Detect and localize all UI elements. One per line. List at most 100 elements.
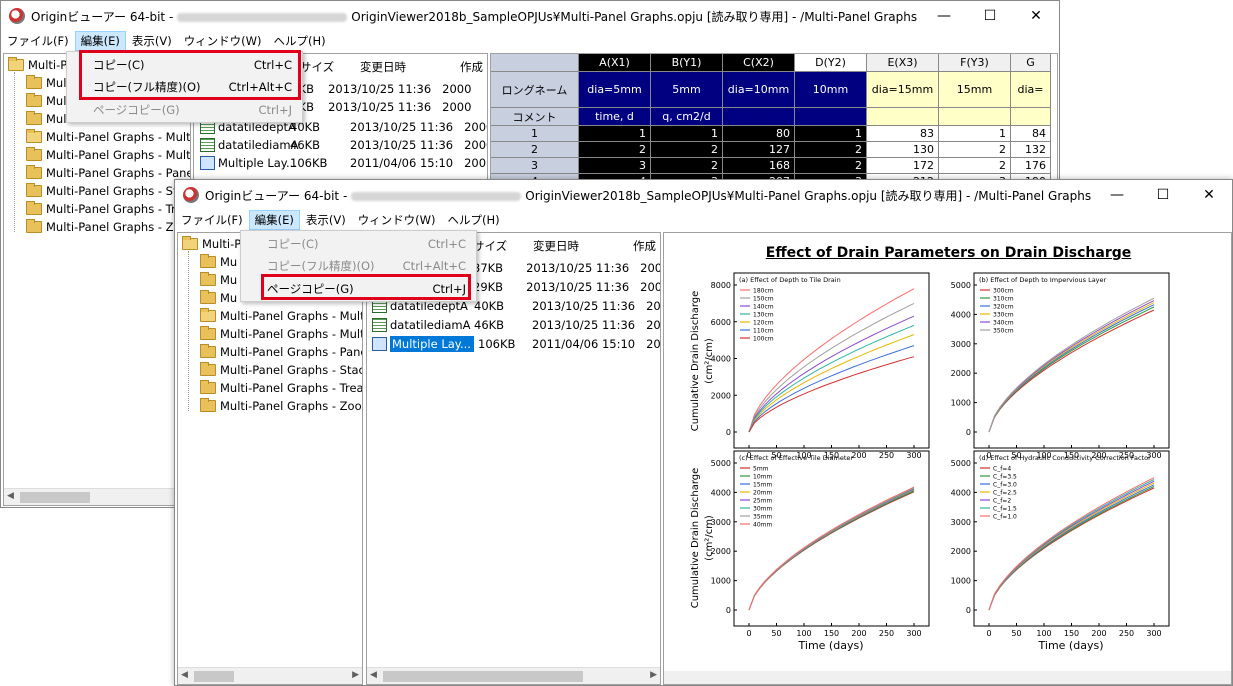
table-cell[interactable]: 168 — [723, 158, 795, 174]
cell-comment[interactable] — [723, 108, 795, 126]
tree-root[interactable]: Multi-P — [8, 56, 67, 74]
row-number[interactable]: 3 — [491, 158, 579, 174]
menu-file[interactable]: ファイル(F) — [181, 213, 243, 227]
table-cell[interactable]: 127 — [723, 142, 795, 158]
row-number[interactable]: 2 — [491, 142, 579, 158]
menu-edit[interactable]: 編集(E) — [248, 210, 300, 230]
tree-item[interactable]: Multi-Panel Graphs - Tre — [26, 200, 183, 218]
cell-longname[interactable]: 5mm — [651, 72, 723, 108]
cell-longname[interactable]: dia= — [1011, 72, 1051, 108]
scroll-right-icon[interactable]: ▶ — [352, 670, 359, 680]
cell-longname[interactable]: 10mm — [795, 72, 867, 108]
table-cell[interactable]: 2 — [651, 142, 723, 158]
tree-item[interactable]: Mu — [200, 271, 237, 289]
table-cell[interactable]: 132 — [1011, 142, 1051, 158]
table-cell[interactable]: 176 — [1011, 158, 1051, 174]
tree-item[interactable]: Multi-Panel Graphs - Zoo — [26, 218, 188, 236]
table-cell[interactable]: 2 — [939, 142, 1011, 158]
menu-item-copy-full[interactable]: コピー(フル精度)(O) Ctrl+Alt+C — [93, 80, 292, 94]
tree-item[interactable]: Mu — [200, 253, 237, 271]
tree-item[interactable]: Mul — [26, 110, 66, 128]
tree-item[interactable]: Multi-Panel Graphs - Panel — [200, 343, 362, 361]
table-cell[interactable]: 2 — [795, 142, 867, 158]
table-cell[interactable]: 2 — [651, 158, 723, 174]
minimize-icon[interactable]: — — [937, 8, 951, 24]
scroll-left-icon[interactable]: ◀ — [370, 670, 377, 680]
menu-view[interactable]: 表示(V) — [305, 213, 346, 227]
table-cell[interactable]: 1 — [795, 126, 867, 142]
menu-window[interactable]: ウィンドウ(W) — [183, 34, 262, 48]
tree-item[interactable]: Mul — [26, 74, 66, 92]
table-cell[interactable]: 1 — [579, 126, 651, 142]
table-cell[interactable]: 2 — [579, 142, 651, 158]
tree-item[interactable]: Multi-Panel Graphs - Multi — [26, 146, 190, 164]
table-cell[interactable]: 172 — [867, 158, 939, 174]
menu-help[interactable]: ヘルプ(H) — [273, 34, 326, 48]
tree-item[interactable]: Multi-Panel Graphs - Treat — [200, 379, 362, 397]
tree-item[interactable]: Multi-Panel Graphs - Multi — [200, 307, 362, 325]
table-cell[interactable]: 2 — [939, 158, 1011, 174]
maximize-icon[interactable]: ☐ — [1156, 187, 1170, 203]
table-cell[interactable]: 1 — [939, 126, 1011, 142]
maximize-icon[interactable]: ☐ — [983, 8, 997, 24]
cell-longname[interactable]: dia=5mm — [579, 72, 651, 108]
minimize-icon[interactable]: — — [1110, 187, 1124, 203]
tree-h-scrollbar[interactable]: ◀ — [4, 488, 190, 505]
col-header-date[interactable]: 変更日時 — [360, 60, 406, 74]
menu-help[interactable]: ヘルプ(H) — [447, 213, 500, 227]
row-label-longname[interactable]: ロングネーム — [491, 72, 579, 108]
column-header[interactable]: G — [1011, 54, 1051, 72]
table-cell[interactable]: 130 — [867, 142, 939, 158]
column-header[interactable]: C(X2) — [723, 54, 795, 72]
close-icon[interactable]: ✕ — [1030, 8, 1042, 24]
menu-item-page-copy[interactable]: ページコピー(G) Ctrl+J — [267, 282, 466, 296]
tree-item[interactable]: Mu — [200, 289, 237, 307]
tree-h-scrollbar[interactable]: ◀ ▶ — [178, 667, 362, 684]
col-header-created[interactable]: 作成 — [460, 60, 483, 74]
column-header[interactable]: F(Y3) — [939, 54, 1011, 72]
menu-file[interactable]: ファイル(F) — [7, 34, 69, 48]
table-cell[interactable]: 1 — [651, 126, 723, 142]
menu-window[interactable]: ウィンドウ(W) — [357, 213, 436, 227]
cell-longname[interactable]: dia=10mm — [723, 72, 795, 108]
close-icon[interactable]: ✕ — [1203, 187, 1215, 203]
tree-root[interactable]: Multi-P — [182, 235, 241, 253]
col-header-size[interactable]: サイズ — [473, 239, 508, 253]
column-header[interactable]: A(X1) — [579, 54, 651, 72]
scroll-left-icon[interactable]: ◀ — [181, 670, 188, 680]
scroll-thumb[interactable] — [194, 671, 234, 682]
cell-longname[interactable]: 15mm — [939, 72, 1011, 108]
table-cell[interactable]: 84 — [1011, 126, 1051, 142]
cell-comment[interactable] — [795, 108, 867, 126]
menu-view[interactable]: 表示(V) — [131, 34, 172, 48]
tree-item[interactable]: Multi-Panel Graphs - Zoom — [200, 397, 362, 415]
column-header[interactable]: D(Y2) — [795, 54, 867, 72]
col-header-size[interactable]: サイズ — [300, 60, 335, 74]
col-header-date[interactable]: 変更日時 — [533, 239, 579, 253]
column-header[interactable]: E(X3) — [867, 54, 939, 72]
scroll-left-icon[interactable]: ◀ — [7, 491, 14, 501]
table-cell[interactable]: 3 — [579, 158, 651, 174]
cell-comment[interactable] — [867, 108, 939, 126]
file-h-scrollbar[interactable]: ◀ ▶ — [367, 667, 660, 684]
sheet-corner[interactable] — [491, 54, 579, 72]
table-cell[interactable]: 2 — [795, 158, 867, 174]
row-number[interactable]: 1 — [491, 126, 579, 142]
cell-comment[interactable]: time, d — [579, 108, 651, 126]
menu-edit[interactable]: 編集(E) — [74, 31, 126, 51]
column-header[interactable]: B(Y1) — [651, 54, 723, 72]
table-cell[interactable]: 80 — [723, 126, 795, 142]
scroll-thumb[interactable] — [20, 492, 90, 503]
menu-item-copy[interactable]: コピー(C) Ctrl+C — [93, 58, 292, 72]
cell-longname[interactable]: dia=15mm — [867, 72, 939, 108]
tree-item[interactable]: Multi-Panel Graphs - Panel — [26, 164, 190, 182]
